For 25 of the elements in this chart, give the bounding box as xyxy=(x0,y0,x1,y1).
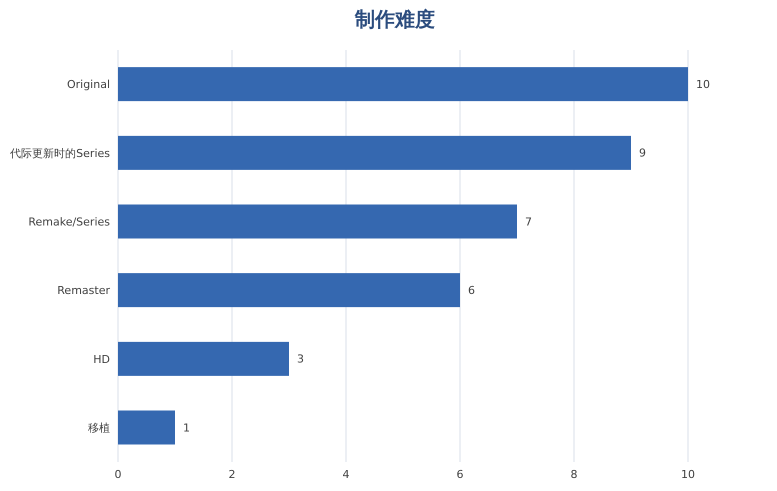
x-tick-label: 0 xyxy=(114,468,122,481)
y-tick-label: Remake/Series xyxy=(28,216,110,229)
y-tick-label: Remaster xyxy=(57,284,110,298)
y-tick-label: HD xyxy=(93,352,110,366)
bar xyxy=(118,342,289,376)
y-tick-label: Original xyxy=(66,78,110,92)
x-tick-label: 10 xyxy=(681,468,695,481)
x-tick-label: 6 xyxy=(456,468,464,481)
bar xyxy=(118,136,631,170)
bar xyxy=(118,273,460,308)
data-label: 1 xyxy=(183,421,190,434)
x-tick-label: 2 xyxy=(228,468,236,481)
x-tick-label: 8 xyxy=(570,468,578,481)
data-label: 6 xyxy=(468,284,475,298)
data-label: 9 xyxy=(639,146,646,160)
bar xyxy=(118,204,517,238)
data-label: 3 xyxy=(297,352,304,366)
y-tick-label: 移植 xyxy=(88,422,110,435)
bar xyxy=(118,410,175,444)
data-label: 10 xyxy=(696,78,710,92)
x-tick-label: 4 xyxy=(342,468,350,481)
chart-title: 制作难度 xyxy=(354,6,436,33)
data-label: 7 xyxy=(525,215,532,228)
bar xyxy=(118,67,688,102)
y-tick-label: 代际更新时的Series xyxy=(9,146,110,160)
